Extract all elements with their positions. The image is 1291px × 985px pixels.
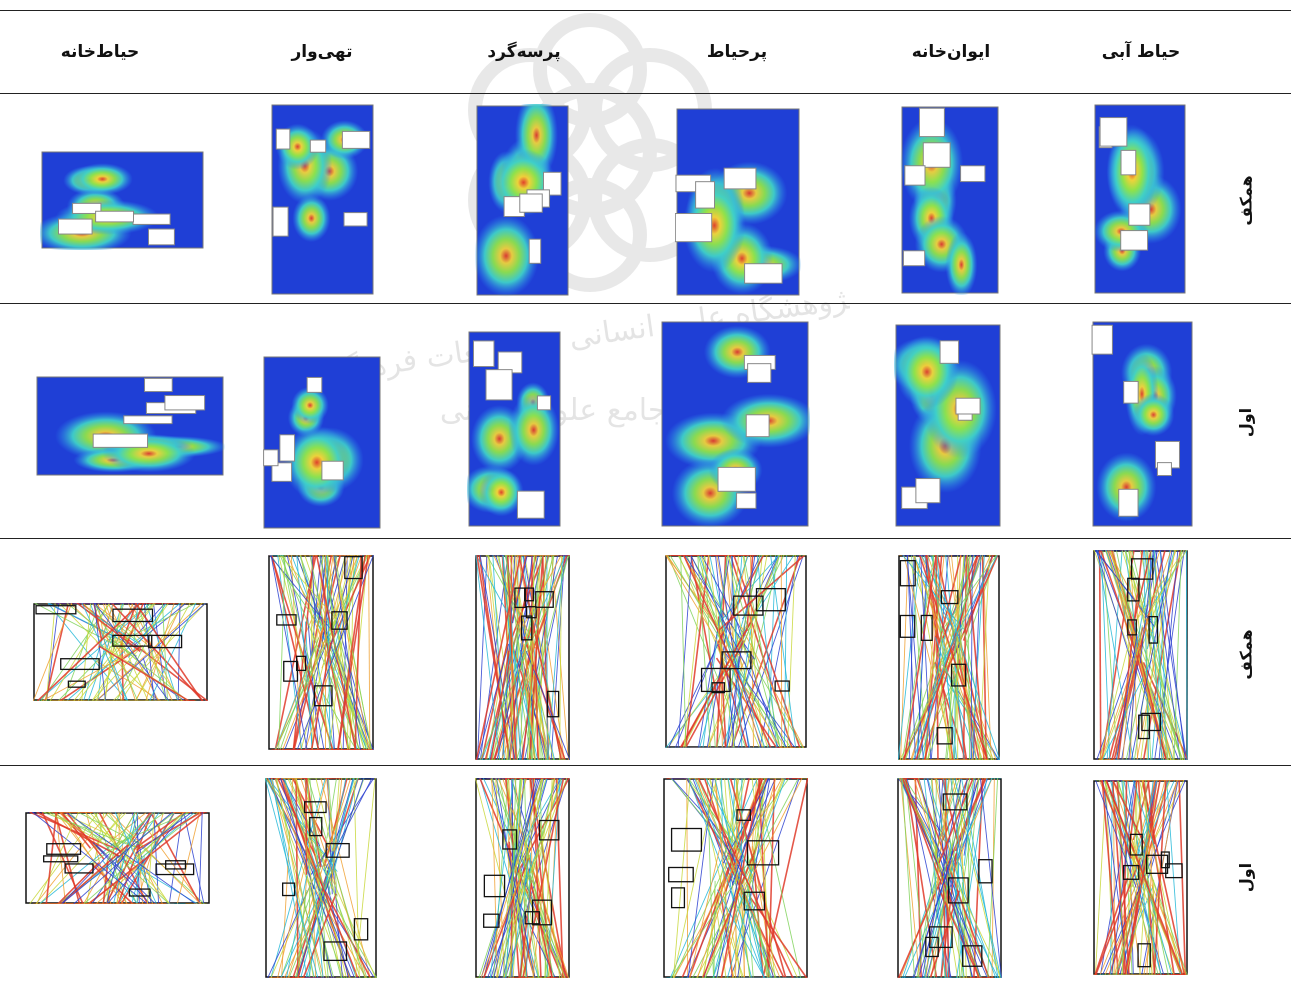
row-label-ground-heatmap: همکف (1236, 174, 1256, 226)
heatmap-first-parse-gard (467, 330, 562, 528)
heatmap-first-tohi-var (262, 355, 382, 530)
heatmap-ground-parse-gard (475, 104, 570, 297)
isovist-first-hayat-abi (1093, 780, 1188, 975)
column-header-tohi-var: تهی‌وار (291, 42, 353, 62)
heatmap-ground-hayat-abi (1093, 103, 1187, 295)
column-header-hayat-abi: حیاط آبی (1101, 42, 1181, 62)
row-label-first-heatmap: اول (1236, 407, 1256, 438)
isovist-first-hayat-khaneh (25, 812, 210, 904)
isovist-ground-hayat-abi (1093, 550, 1188, 760)
isovist-ground-eyvan-khaneh (898, 555, 1000, 760)
row-divider-1 (0, 303, 1291, 304)
heatmap-first-hayat-khaneh (35, 375, 225, 477)
isovist-first-porhayat (663, 778, 808, 978)
heatmap-ground-eyvan-khaneh (900, 105, 1000, 295)
heatmap-ground-tohi-var (270, 103, 375, 296)
heatmap-first-porhayat (660, 320, 810, 528)
heatmap-ground-porhayat (675, 107, 801, 297)
isovist-first-tohi-var (265, 778, 377, 978)
column-header-eyvan-khaneh: ایوان‌خانه (911, 42, 991, 62)
isovist-ground-parse-gard (475, 555, 570, 760)
heatmap-ground-hayat-khaneh (40, 150, 205, 250)
heatmap-first-eyvan-khaneh (894, 323, 1002, 528)
column-header-porhayat: پرحیاط (706, 42, 768, 62)
header-rule (0, 93, 1291, 94)
column-header-parse-gard: پرسه‌گرد (487, 42, 561, 62)
isovist-ground-tohi-var (268, 555, 374, 750)
isovist-first-parse-gard (475, 778, 570, 978)
isovist-first-eyvan-khaneh (897, 778, 1002, 978)
row-label-ground-isovist: همکف (1236, 628, 1256, 680)
row-divider-3 (0, 765, 1291, 766)
isovist-ground-hayat-khaneh (33, 603, 208, 701)
row-divider-2 (0, 538, 1291, 539)
heatmap-first-hayat-abi (1091, 320, 1194, 528)
table-top-rule (0, 10, 1291, 11)
row-label-first-isovist: اول (1236, 862, 1256, 892)
isovist-ground-porhayat (665, 555, 807, 748)
column-header-hayat-khaneh: حیاط‌خانه (60, 42, 140, 62)
